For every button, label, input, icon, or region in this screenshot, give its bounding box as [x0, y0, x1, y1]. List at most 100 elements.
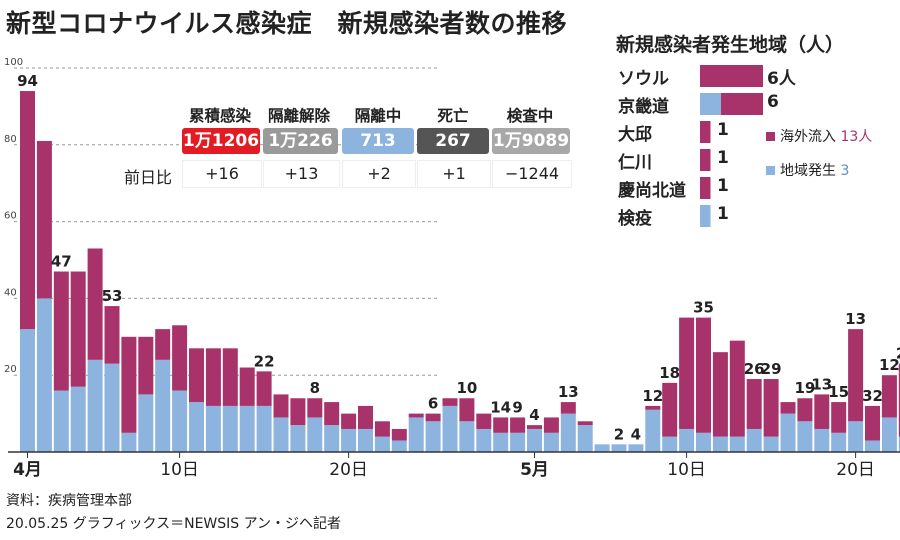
bar-overseas [155, 329, 171, 360]
bar-overseas [696, 317, 711, 433]
total-label: 53 [102, 287, 123, 305]
bar-overseas [391, 428, 407, 441]
total-label: 13 [811, 375, 832, 393]
bar-local [763, 436, 779, 452]
bar-local [70, 386, 86, 452]
bar-local [36, 298, 52, 452]
bar-local [53, 390, 69, 452]
legend-label: 地域発生 [780, 163, 836, 179]
bar-local [273, 417, 289, 452]
bar-overseas [865, 405, 880, 441]
x-tick-label: 10日 [160, 460, 199, 480]
total-label: 35 [693, 299, 714, 317]
total-label: 13 [845, 310, 866, 328]
bar-overseas [222, 348, 238, 406]
bar-overseas [560, 402, 576, 414]
legend-swatch [766, 132, 775, 141]
bar-overseas [442, 398, 458, 406]
bar-overseas [459, 398, 475, 422]
region-value: 1 [717, 176, 729, 196]
bar-local [205, 405, 221, 452]
bar-overseas [476, 413, 492, 429]
bar-overseas [189, 348, 204, 403]
x-tick-label: 20日 [836, 460, 875, 480]
y-tick-label: 80 [4, 134, 17, 145]
bar-overseas [746, 379, 762, 429]
total-label: 22 [254, 352, 275, 370]
region-bar-overseas [700, 177, 711, 199]
bar-overseas [36, 140, 52, 299]
total-label: 4 [631, 425, 641, 443]
total-label: 14 [490, 398, 511, 416]
bar-local [560, 413, 576, 452]
y-tick-label: 60 [4, 211, 17, 222]
total-label: 32 [862, 387, 883, 405]
bar-overseas [205, 348, 221, 406]
bar-local [594, 444, 610, 452]
bar-local [831, 432, 847, 452]
total-label: 6 [428, 395, 438, 413]
bar-local [341, 428, 357, 452]
region-bar-local [700, 93, 721, 115]
region-name: 検疫 [618, 209, 652, 229]
bar-local [814, 428, 830, 452]
bar-local [577, 425, 593, 452]
total-label: 20 [896, 345, 900, 363]
total-label: 9 [512, 398, 522, 416]
region-value: 6 [767, 92, 779, 112]
stat-label-cumulative: 累積感染 [188, 107, 251, 125]
bar-local [797, 421, 813, 452]
stat-value-isolated: 713 [342, 128, 414, 154]
legend-value: 13人 [840, 129, 873, 145]
total-label: 2 [614, 425, 624, 443]
bar-local [391, 440, 407, 452]
bar-local [679, 428, 695, 452]
region-value: 1 [717, 204, 729, 224]
legend-swatch [766, 166, 775, 175]
total-label: 19 [794, 379, 815, 397]
stat-label-isolated: 隔離中 [354, 107, 402, 125]
bar-overseas [307, 398, 323, 418]
bar-overseas [712, 352, 728, 437]
bar-overseas [341, 413, 357, 429]
legend-label: 海外流入 [780, 129, 836, 145]
bar-local [358, 428, 373, 452]
total-label: 26 [744, 360, 765, 378]
bar-overseas [780, 402, 796, 414]
y-tick-label: 20 [4, 364, 17, 375]
stat-label-testing: 検査中 [506, 107, 554, 125]
bar-local [138, 394, 154, 452]
x-tick-label: 10日 [667, 460, 706, 480]
bar-local [425, 421, 441, 452]
bar-overseas [527, 425, 542, 429]
bar-overseas [881, 375, 897, 418]
bar-local [20, 329, 35, 452]
stat-diff-released: +13 [263, 160, 340, 188]
bar-overseas [20, 91, 35, 330]
diff-label: 前日比 [124, 168, 173, 187]
bar-local [222, 405, 238, 452]
bar-local [712, 436, 728, 452]
bar-overseas [358, 405, 373, 429]
bar-local [527, 428, 542, 452]
bar-local [881, 417, 897, 452]
bar-local [628, 444, 644, 452]
bar-overseas [493, 417, 509, 433]
bar-overseas [121, 336, 137, 433]
stat-value-cumulative: 1万1206 [182, 128, 260, 154]
x-tick-label: 5月 [520, 460, 549, 480]
legend-local: 地域発生 3 [766, 160, 849, 180]
bar-overseas [408, 413, 424, 418]
region-bar-overseas [700, 65, 763, 87]
y-tick-label: 100 [4, 57, 23, 68]
bar-local [121, 432, 137, 452]
bar-overseas [797, 398, 813, 422]
stat-diff-cumulative: +16 [182, 160, 262, 188]
bar-overseas [70, 271, 86, 387]
bar-local [307, 417, 323, 452]
bar-local [172, 390, 188, 452]
bar-overseas [729, 340, 745, 437]
bar-local [408, 417, 424, 452]
stat-value-released: 1万226 [263, 128, 338, 154]
bar-local [256, 405, 272, 452]
